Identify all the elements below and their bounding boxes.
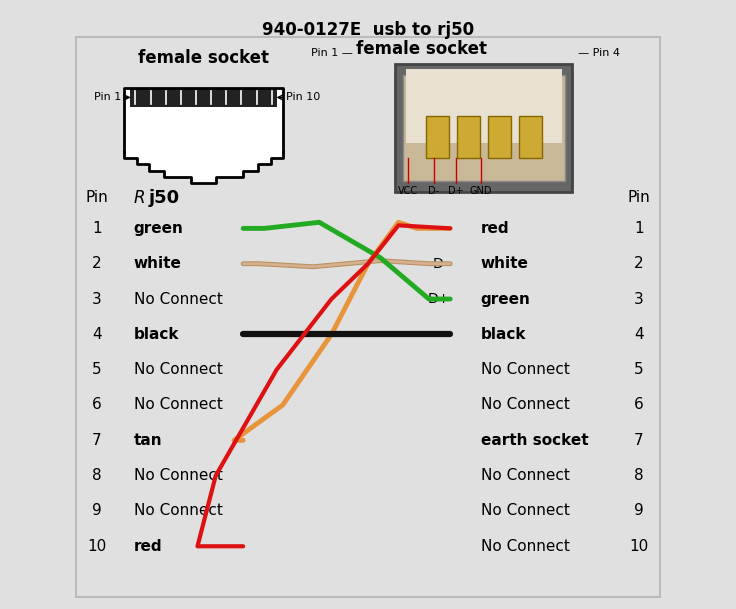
Text: No Connect: No Connect [133,292,222,306]
Text: 7: 7 [92,433,102,448]
Text: Pin: Pin [85,191,108,205]
Text: 8: 8 [634,468,644,483]
Text: GND: GND [470,186,492,195]
Text: 2: 2 [634,256,644,271]
Text: white: white [133,256,181,271]
Text: female socket: female socket [138,49,269,67]
FancyBboxPatch shape [456,116,480,158]
Text: white: white [481,256,528,271]
Text: 940-0127E  usb to rj50: 940-0127E usb to rj50 [262,21,474,40]
Text: red: red [133,539,162,554]
Text: black: black [481,327,526,342]
Text: No Connect: No Connect [481,468,570,483]
Text: 9: 9 [634,504,644,518]
Text: tan: tan [133,433,162,448]
FancyBboxPatch shape [519,116,542,158]
Text: R: R [133,189,145,207]
Text: No Connect: No Connect [481,398,570,412]
Text: No Connect: No Connect [133,504,222,518]
Text: j50: j50 [149,189,180,207]
Text: No Connect: No Connect [133,362,222,377]
Bar [130,88,277,107]
Text: No Connect: No Connect [133,468,222,483]
Text: 5: 5 [634,362,644,377]
Text: VCC: VCC [397,186,417,195]
Text: Pin 10: Pin 10 [286,93,320,102]
Text: 3: 3 [634,292,644,306]
Text: 2: 2 [92,256,102,271]
Text: No Connect: No Connect [133,398,222,412]
Text: 9: 9 [92,504,102,518]
Text: Pin 1 —: Pin 1 — [311,48,353,58]
Text: 5: 5 [92,362,102,377]
Text: 7: 7 [634,433,644,448]
Text: female socket: female socket [355,40,486,58]
Text: green: green [481,292,531,306]
Text: — Pin 4: — Pin 4 [578,48,620,58]
FancyBboxPatch shape [395,64,572,192]
Text: red: red [481,221,509,236]
Text: D+: D+ [448,186,464,195]
Text: 8: 8 [92,468,102,483]
Text: No Connect: No Connect [481,504,570,518]
Text: 1: 1 [92,221,102,236]
Text: 4: 4 [92,327,102,342]
Text: D-: D- [428,186,439,195]
Text: No Connect: No Connect [481,539,570,554]
FancyBboxPatch shape [403,75,565,181]
Text: 6: 6 [634,398,644,412]
Text: 3: 3 [92,292,102,306]
Text: earth socket: earth socket [481,433,588,448]
Text: green: green [133,221,183,236]
Text: 1: 1 [634,221,644,236]
Polygon shape [124,88,283,183]
Text: No Connect: No Connect [481,362,570,377]
Text: D+: D+ [428,292,450,306]
Text: 10: 10 [629,539,648,554]
Text: Pin 1: Pin 1 [94,93,121,102]
Text: 10: 10 [88,539,107,554]
Text: 4: 4 [634,327,644,342]
Text: 6: 6 [92,398,102,412]
FancyBboxPatch shape [488,116,511,158]
Text: D–: D– [433,257,450,270]
FancyBboxPatch shape [425,116,449,158]
FancyBboxPatch shape [406,69,562,143]
Text: Pin: Pin [628,191,651,205]
Text: black: black [133,327,179,342]
